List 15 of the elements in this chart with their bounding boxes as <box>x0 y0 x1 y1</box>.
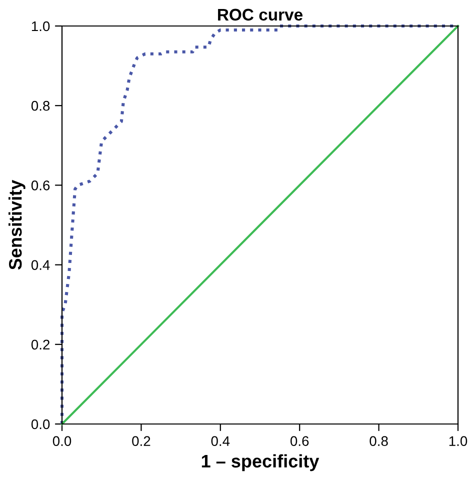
chart-title: ROC curve <box>218 8 303 21</box>
x-tick-label: 0.6 <box>290 436 309 446</box>
x-tick-label: 0.8 <box>370 436 388 446</box>
y-axis-title: Sensitivity <box>8 180 26 270</box>
y-tick-label: 0.0 <box>31 419 50 430</box>
x-tick-label: 0.4 <box>211 436 230 446</box>
y-tick-label: 1.0 <box>32 21 50 32</box>
x-tick-label: 0.0 <box>52 436 72 446</box>
y-tick-label: 0.2 <box>31 340 50 350</box>
y-tick-label: 0.6 <box>31 180 50 190</box>
x-tick-label: 0.2 <box>132 436 150 446</box>
y-tick-label: 0.8 <box>31 100 50 111</box>
y-tick-label: 0.4 <box>31 260 50 270</box>
x-tick-label: 1.0 <box>449 436 468 446</box>
x-axis-title: 1 – specificity <box>202 454 320 472</box>
